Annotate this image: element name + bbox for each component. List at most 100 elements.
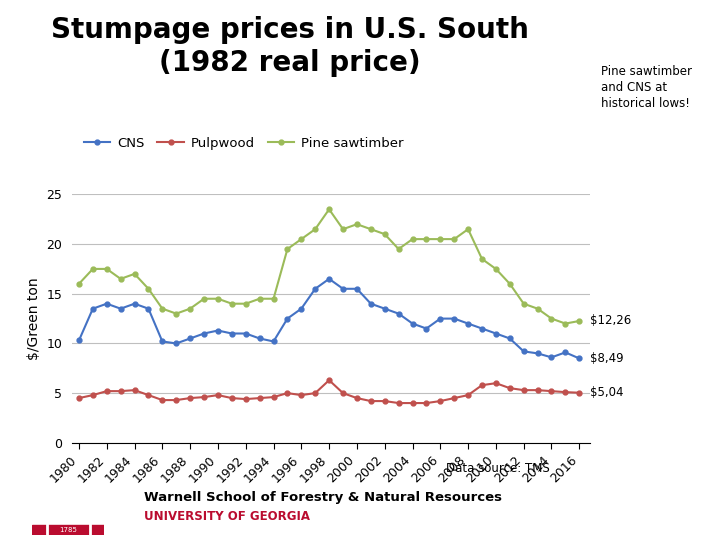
Pulpwood xyxy=(422,400,431,406)
Pine sawtimber xyxy=(130,271,139,277)
CNS xyxy=(534,350,542,356)
CNS xyxy=(380,306,389,312)
Text: Stumpage prices in U.S. South
(1982 real price): Stumpage prices in U.S. South (1982 real… xyxy=(51,16,528,77)
Pine sawtimber xyxy=(534,306,542,312)
CNS xyxy=(325,275,333,282)
Pulpwood xyxy=(492,380,500,387)
Pulpwood xyxy=(228,395,236,401)
CNS xyxy=(130,300,139,307)
CNS xyxy=(395,310,403,317)
Pulpwood xyxy=(297,392,305,399)
Pulpwood xyxy=(395,400,403,406)
Text: Warnell School of Forestry & Natural Resources: Warnell School of Forestry & Natural Res… xyxy=(144,491,502,504)
Pulpwood xyxy=(89,392,97,399)
CNS xyxy=(505,335,514,342)
CNS xyxy=(283,315,292,322)
CNS xyxy=(228,330,236,337)
CNS xyxy=(338,286,347,292)
Pulpwood xyxy=(241,396,250,402)
CNS xyxy=(186,335,194,342)
Text: Data source: TMS: Data source: TMS xyxy=(446,462,550,475)
CNS xyxy=(256,335,264,342)
Pine sawtimber xyxy=(492,266,500,272)
Y-axis label: $/Green ton: $/Green ton xyxy=(27,277,41,360)
Pulpwood xyxy=(269,394,278,400)
Pine sawtimber xyxy=(283,246,292,252)
Text: UNIVERSITY OF GEORGIA: UNIVERSITY OF GEORGIA xyxy=(144,510,310,523)
Pulpwood xyxy=(130,387,139,393)
Pine sawtimber xyxy=(353,221,361,227)
Pulpwood xyxy=(75,395,84,401)
CNS xyxy=(575,355,584,362)
CNS xyxy=(450,315,459,322)
Pine sawtimber xyxy=(325,206,333,213)
CNS xyxy=(519,348,528,355)
Pine sawtimber xyxy=(117,275,125,282)
Bar xyxy=(32,525,104,535)
Pulpwood xyxy=(186,395,194,401)
Pine sawtimber xyxy=(297,236,305,242)
CNS xyxy=(477,325,486,332)
Pulpwood xyxy=(158,397,166,403)
Pulpwood xyxy=(325,377,333,383)
Pulpwood xyxy=(199,394,208,400)
Pine sawtimber xyxy=(256,295,264,302)
Line: CNS: CNS xyxy=(76,276,582,361)
Line: Pulpwood: Pulpwood xyxy=(76,378,582,406)
Pine sawtimber xyxy=(366,226,375,232)
CNS xyxy=(408,320,417,327)
Pulpwood xyxy=(283,390,292,396)
Pine sawtimber xyxy=(269,295,278,302)
Pine sawtimber xyxy=(158,306,166,312)
Pulpwood xyxy=(338,390,347,396)
Pulpwood xyxy=(256,395,264,401)
Pine sawtimber xyxy=(436,236,445,242)
Pine sawtimber xyxy=(102,266,111,272)
Text: $8,49: $8,49 xyxy=(590,352,624,365)
Pulpwood xyxy=(311,390,320,396)
Pine sawtimber xyxy=(186,306,194,312)
CNS xyxy=(547,354,556,361)
Pine sawtimber xyxy=(172,310,181,317)
CNS xyxy=(366,300,375,307)
Pulpwood xyxy=(102,388,111,394)
Pine sawtimber xyxy=(144,286,153,292)
Pulpwood xyxy=(353,395,361,401)
Pine sawtimber xyxy=(228,300,236,307)
CNS xyxy=(436,315,445,322)
Pine sawtimber xyxy=(505,281,514,287)
CNS xyxy=(117,306,125,312)
Pulpwood xyxy=(366,398,375,404)
Text: Pine sawtimber
and CNS at
historical lows!: Pine sawtimber and CNS at historical low… xyxy=(601,65,692,110)
CNS xyxy=(214,327,222,334)
Pine sawtimber xyxy=(199,295,208,302)
Line: Pine sawtimber: Pine sawtimber xyxy=(76,207,582,326)
Pine sawtimber xyxy=(380,231,389,238)
Pine sawtimber xyxy=(575,318,584,324)
Pulpwood xyxy=(214,392,222,399)
Text: $12,26: $12,26 xyxy=(590,314,631,327)
Text: $5,04: $5,04 xyxy=(590,386,624,399)
Pine sawtimber xyxy=(422,236,431,242)
CNS xyxy=(561,349,570,356)
Pine sawtimber xyxy=(338,226,347,232)
CNS xyxy=(241,330,250,337)
Pine sawtimber xyxy=(477,256,486,262)
CNS xyxy=(269,338,278,345)
CNS xyxy=(172,340,181,347)
CNS xyxy=(75,337,84,343)
CNS xyxy=(158,338,166,345)
Pulpwood xyxy=(477,382,486,388)
CNS xyxy=(199,330,208,337)
Pulpwood xyxy=(436,398,445,404)
Pulpwood xyxy=(380,398,389,404)
Pulpwood xyxy=(519,387,528,393)
Pine sawtimber xyxy=(408,236,417,242)
Pine sawtimber xyxy=(311,226,320,232)
CNS xyxy=(89,306,97,312)
Text: 1785: 1785 xyxy=(60,526,77,533)
Pulpwood xyxy=(408,400,417,406)
Pine sawtimber xyxy=(547,315,556,322)
CNS xyxy=(492,330,500,337)
Pulpwood xyxy=(450,395,459,401)
